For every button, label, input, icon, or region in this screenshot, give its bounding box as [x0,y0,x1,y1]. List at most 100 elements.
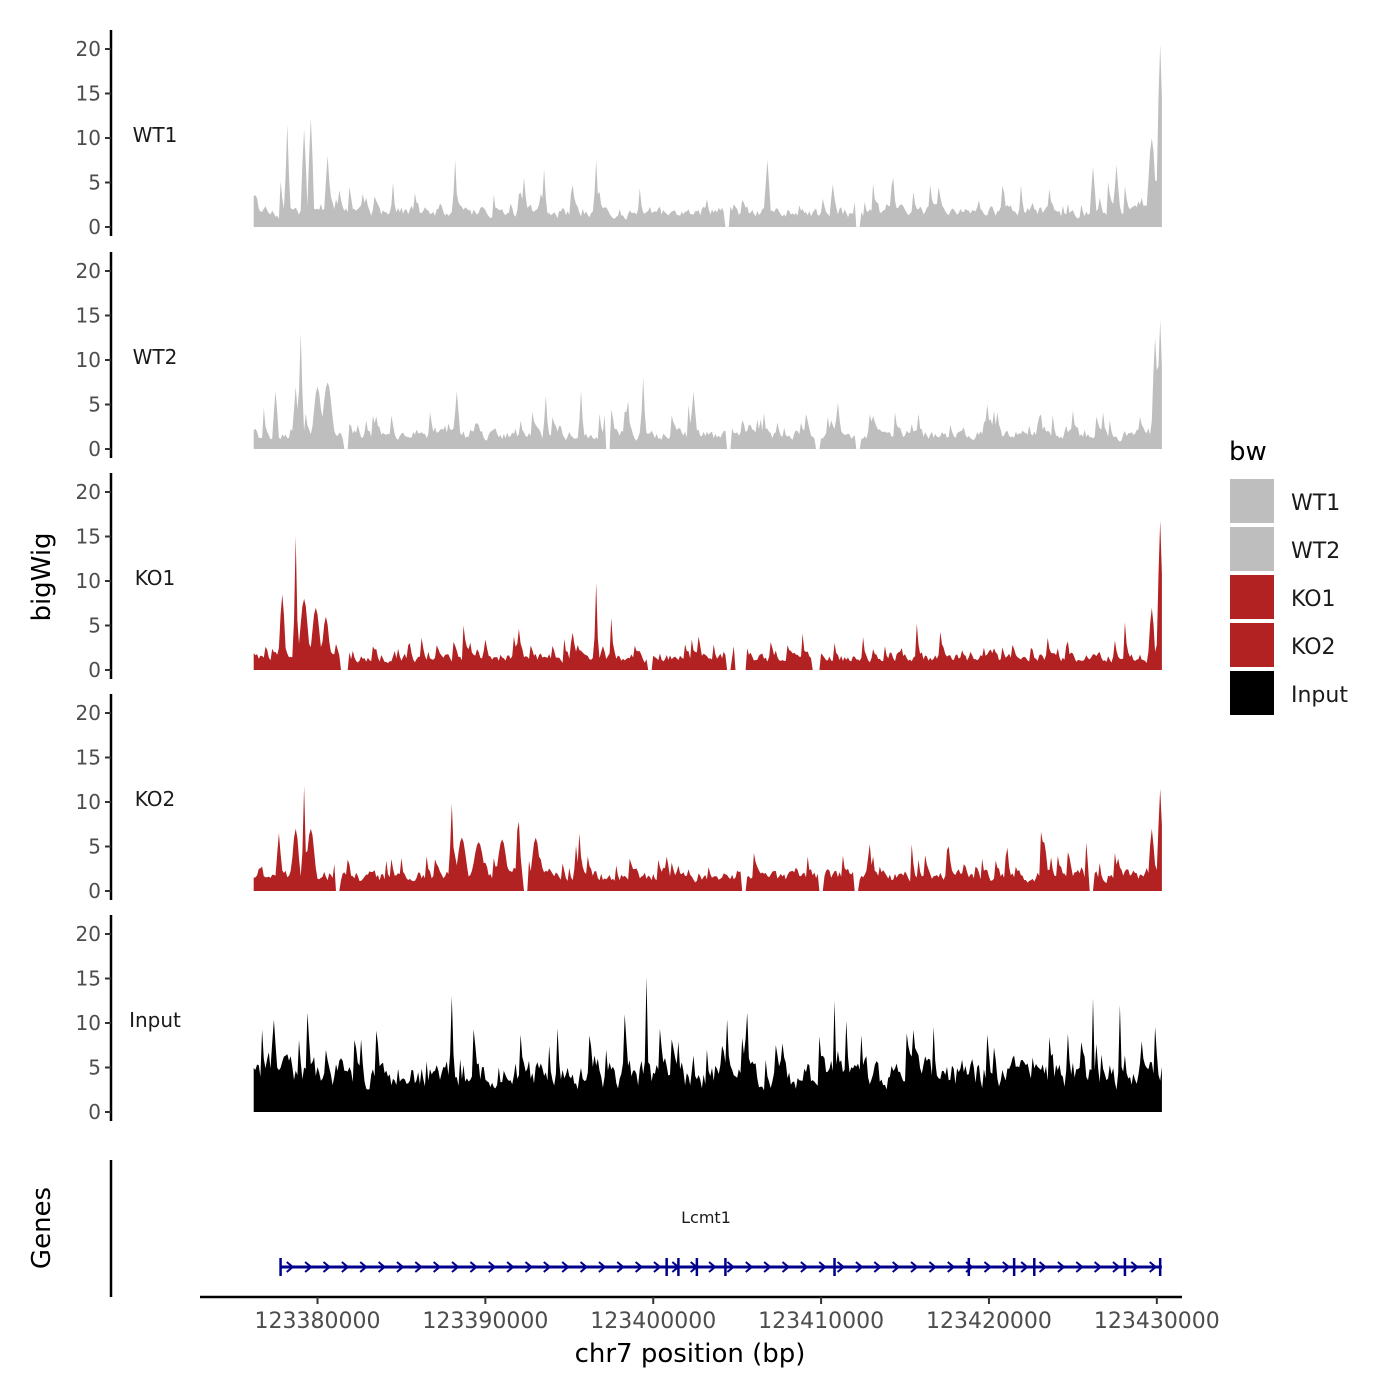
coverage-area-wt2 [253,319,1162,449]
strand-arrow [855,1261,864,1273]
x-axis-title: chr7 position (bp) [575,1339,806,1369]
legend-label-ko2: KO2 [1291,635,1336,660]
y-tick-label: 20 [76,701,101,725]
coverage-area-ko1 [253,520,1162,670]
strand-arrow [616,1261,625,1273]
x-axis-ticks: 123380000 123390000 123400000 123410000 1234… [255,1297,1220,1334]
legend-swatch-ko1 [1230,575,1274,619]
y-tick-label: 5 [88,393,101,417]
coverage-panels: 0 5 10 15 20 WT1 0 5 10 15 20 WT2 0 5 10 15 20 KO1 0 5 10 15 2… [76,30,1162,1124]
x-tick-label: 123410000 [758,1309,884,1334]
strand-arrow [891,1261,901,1273]
strand-arrow [1020,1261,1029,1273]
strand-arrow [1075,1261,1084,1273]
legend-items: WT1 WT2 KO1 KO2 Input [1230,479,1348,715]
y-tick-label: 0 [88,1100,101,1124]
x-tick-label: 123420000 [926,1309,1052,1334]
strand-arrow [579,1261,589,1273]
legend-label-wt1: WT1 [1291,491,1340,516]
strand-arrow [763,1261,772,1273]
x-tick-label: 123380000 [255,1309,381,1334]
strand-arrow [598,1261,607,1273]
y-tick-label: 0 [88,437,101,461]
y-tick-label: 10 [76,569,101,593]
panel-wt1: 0 5 10 15 20 WT1 [76,30,1162,239]
y-tick-label: 5 [88,614,101,638]
gene-label: Lcmt1 [681,1208,731,1227]
y-tick-label: 10 [76,348,101,372]
strand-arrow [947,1261,956,1273]
strand-arrow [359,1261,368,1273]
strand-arrow [708,1261,717,1273]
strand-arrow [1112,1261,1121,1273]
legend-label-ko1: KO1 [1291,587,1336,612]
strand-arrow [745,1261,754,1273]
strand-arrow [983,1261,992,1273]
strand-arrow [543,1261,552,1273]
panel-label: WT1 [133,123,178,147]
y-tick-label: 5 [88,835,101,859]
strand-arrow [634,1261,644,1273]
x-tick-label: 123400000 [590,1309,716,1334]
strand-arrow [1130,1261,1139,1273]
legend-swatch-wt2 [1230,527,1274,571]
strand-arrow [561,1261,570,1273]
strand-arrow [451,1261,460,1273]
strand-arrow [469,1261,478,1273]
legend: bw WT1 WT2 KO1 KO2 Input [1229,437,1348,715]
panel-ko2: 0 5 10 15 20 KO2 [76,694,1162,903]
legend-swatch-input [1230,671,1274,715]
strand-arrow [726,1261,735,1273]
strand-arrow [488,1261,497,1273]
strand-arrow [322,1261,332,1273]
strand-arrow [800,1261,809,1273]
strand-arrow [304,1261,313,1273]
strand-arrow [524,1261,533,1273]
coverage-area-ko2 [253,786,1162,891]
y-tick-label: 10 [76,790,101,814]
y-tick-label: 5 [88,1056,101,1080]
y-tick-label: 0 [88,879,101,903]
y-tick-label: 15 [76,82,101,106]
y-tick-label: 20 [76,922,101,946]
y-tick-label: 20 [76,480,101,504]
panel-wt2: 0 5 10 15 20 WT2 [76,252,1162,461]
legend-label-wt2: WT2 [1291,539,1340,564]
y-tick-label: 20 [76,37,101,61]
y-tick-label: 10 [76,126,101,150]
x-tick-label: 123430000 [1094,1309,1220,1334]
coverage-area-wt1 [253,44,1162,227]
strand-arrow [653,1261,662,1273]
y-tick-label: 15 [76,304,101,328]
panel-ko1: 0 5 10 15 20 KO1 [76,473,1162,682]
strand-arrow [781,1261,791,1273]
panel-label: WT2 [133,345,178,369]
y-tick-label: 15 [76,525,101,549]
strand-arrow [836,1261,846,1273]
strand-arrow [377,1261,387,1273]
strand-arrow [928,1261,937,1273]
strand-arrow [910,1261,919,1273]
strand-arrow [1149,1261,1158,1273]
strand-arrow [1002,1261,1011,1273]
strand-arrow [1038,1261,1048,1273]
y-tick-label: 0 [88,658,101,682]
strand-arrow [1057,1261,1066,1273]
y-tick-label: 10 [76,1011,101,1035]
strand-arrow [396,1261,405,1273]
strand-arrow [432,1261,442,1273]
strand-arrow [506,1261,515,1273]
y-axis-title: bigWig [27,532,57,621]
strand-arrow [873,1261,882,1273]
y-tick-label: 15 [76,746,101,770]
x-tick-label: 123390000 [422,1309,548,1334]
strand-arrow [341,1261,350,1273]
gene-model [279,1258,1162,1276]
panel-label: KO1 [135,566,176,590]
strand-arrow [414,1261,423,1273]
y-tick-label: 20 [76,259,101,283]
legend-title: bw [1229,437,1267,467]
panel-label: Input [129,1008,181,1032]
panel-input: 0 5 10 15 20 Input [76,915,1162,1124]
y-tick-label: 5 [88,171,101,195]
